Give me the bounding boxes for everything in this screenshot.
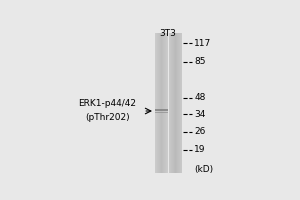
Bar xyxy=(157,33,158,173)
Bar xyxy=(181,33,182,173)
Text: 26: 26 xyxy=(194,127,206,136)
Text: 3T3: 3T3 xyxy=(159,29,176,38)
Bar xyxy=(155,109,168,111)
Bar xyxy=(163,33,164,173)
Bar xyxy=(179,33,180,173)
Bar xyxy=(162,33,163,173)
Bar xyxy=(165,33,166,173)
Text: ERK1-p44/42: ERK1-p44/42 xyxy=(78,99,136,108)
Bar xyxy=(170,33,171,173)
Bar xyxy=(169,33,182,173)
Bar xyxy=(173,33,174,173)
Text: 48: 48 xyxy=(194,93,206,102)
Text: 19: 19 xyxy=(194,145,206,154)
Bar xyxy=(174,33,175,173)
Text: 34: 34 xyxy=(194,110,206,119)
Bar xyxy=(156,33,157,173)
Text: (pThr202): (pThr202) xyxy=(85,113,130,122)
Bar xyxy=(176,33,177,173)
Bar xyxy=(167,33,168,173)
Bar xyxy=(178,33,179,173)
Bar xyxy=(180,33,181,173)
Bar xyxy=(171,33,172,173)
Bar xyxy=(155,33,168,173)
Bar xyxy=(169,33,170,173)
Bar xyxy=(172,33,173,173)
Text: 117: 117 xyxy=(194,39,212,48)
Bar xyxy=(161,33,162,173)
Bar xyxy=(155,112,168,113)
Bar xyxy=(159,33,160,173)
Bar xyxy=(160,33,161,173)
Text: 85: 85 xyxy=(194,57,206,66)
Bar xyxy=(155,33,156,173)
Bar xyxy=(177,33,178,173)
Bar xyxy=(164,33,165,173)
Bar xyxy=(175,33,176,173)
Bar xyxy=(158,33,159,173)
Text: (kD): (kD) xyxy=(194,165,214,174)
